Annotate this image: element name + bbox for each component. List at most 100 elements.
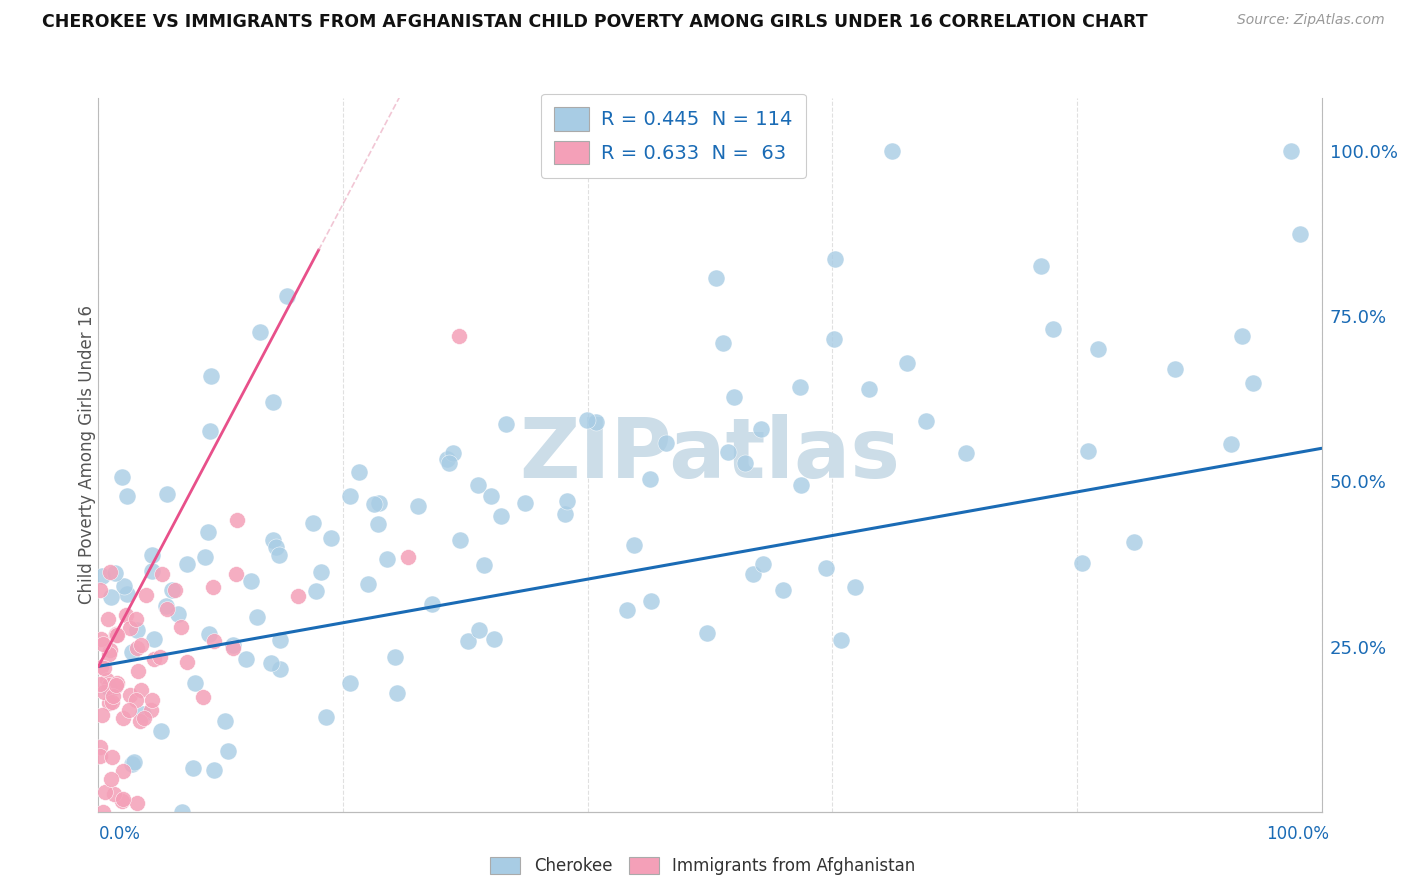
Point <box>226 512 249 526</box>
Point <box>93 684 115 698</box>
Text: CHEROKEE VS IMMIGRANTS FROM AFGHANISTAN CHILD POVERTY AMONG GIRLS UNDER 16 CORRE: CHEROKEE VS IMMIGRANTS FROM AFGHANISTAN … <box>42 13 1147 31</box>
Point <box>165 583 187 598</box>
Point <box>98 696 121 710</box>
Point <box>240 574 263 588</box>
Point <box>472 558 495 572</box>
Point <box>1279 144 1302 158</box>
Point <box>149 649 172 664</box>
Point <box>107 628 129 642</box>
Point <box>111 470 134 484</box>
Point <box>436 452 458 467</box>
Legend: R = 0.445  N = 114, R = 0.633  N =  63: R = 0.445 N = 114, R = 0.633 N = 63 <box>541 94 806 178</box>
Point <box>717 444 740 458</box>
Point <box>495 417 517 431</box>
Point <box>100 643 122 657</box>
Point <box>125 796 148 810</box>
Point <box>125 641 148 656</box>
Point <box>305 583 328 598</box>
Point <box>824 252 846 266</box>
Point <box>143 632 166 646</box>
Point <box>554 507 576 521</box>
Point <box>202 580 225 594</box>
Point <box>160 582 183 597</box>
Point <box>441 446 464 460</box>
Point <box>115 489 138 503</box>
Point <box>222 640 245 655</box>
Point <box>468 623 491 637</box>
Point <box>132 707 155 722</box>
Point <box>98 681 121 695</box>
Point <box>127 664 149 678</box>
Point <box>489 509 512 524</box>
Point <box>262 395 284 409</box>
Point <box>105 676 128 690</box>
Point <box>321 531 343 545</box>
Point <box>1220 437 1243 451</box>
Point <box>200 368 222 383</box>
Point <box>104 566 127 581</box>
Point <box>260 656 283 670</box>
Point <box>387 686 409 700</box>
Point <box>276 289 298 303</box>
Point <box>616 602 638 616</box>
Point <box>1164 362 1187 376</box>
Point <box>200 424 222 438</box>
Y-axis label: Child Poverty Among Girls Under 16: Child Poverty Among Girls Under 16 <box>79 305 96 605</box>
Point <box>246 610 269 624</box>
Point <box>1087 342 1109 356</box>
Point <box>266 540 288 554</box>
Point <box>225 567 247 582</box>
Point <box>287 589 309 603</box>
Point <box>623 538 645 552</box>
Point <box>93 785 115 799</box>
Point <box>89 740 111 755</box>
Point <box>183 676 205 690</box>
Point <box>437 456 460 470</box>
Point <box>141 703 163 717</box>
Point <box>104 680 127 694</box>
Point <box>100 750 122 764</box>
Point <box>122 756 145 770</box>
Point <box>638 472 661 486</box>
Point <box>129 639 152 653</box>
Point <box>367 496 389 510</box>
Point <box>170 620 193 634</box>
Point <box>655 436 678 450</box>
Point <box>132 711 155 725</box>
Point <box>166 607 188 621</box>
Point <box>98 647 121 661</box>
Point <box>105 628 128 642</box>
Point <box>467 477 489 491</box>
Point <box>420 597 443 611</box>
Point <box>1071 556 1094 570</box>
Point <box>347 466 370 480</box>
Point <box>118 703 141 717</box>
Point <box>125 612 148 626</box>
Point <box>104 627 127 641</box>
Text: 0.0%: 0.0% <box>98 825 141 843</box>
Point <box>751 422 773 436</box>
Point <box>183 761 205 775</box>
Point <box>111 791 134 805</box>
Point <box>723 390 745 404</box>
Point <box>339 675 361 690</box>
Point <box>176 655 198 669</box>
Point <box>1288 227 1310 241</box>
Point <box>127 623 149 637</box>
Point <box>111 711 134 725</box>
Point <box>858 382 880 396</box>
Point <box>141 548 163 562</box>
Point <box>830 632 852 647</box>
Point <box>339 489 361 503</box>
Point <box>269 632 291 647</box>
Point <box>115 587 138 601</box>
Text: Source: ZipAtlas.com: Source: ZipAtlas.com <box>1237 13 1385 28</box>
Point <box>100 590 122 604</box>
Point <box>114 607 136 622</box>
Point <box>367 516 389 531</box>
Point <box>955 446 977 460</box>
Point <box>482 632 505 646</box>
Point <box>125 693 148 707</box>
Point <box>882 144 904 158</box>
Text: ZIPatlas: ZIPatlas <box>520 415 900 495</box>
